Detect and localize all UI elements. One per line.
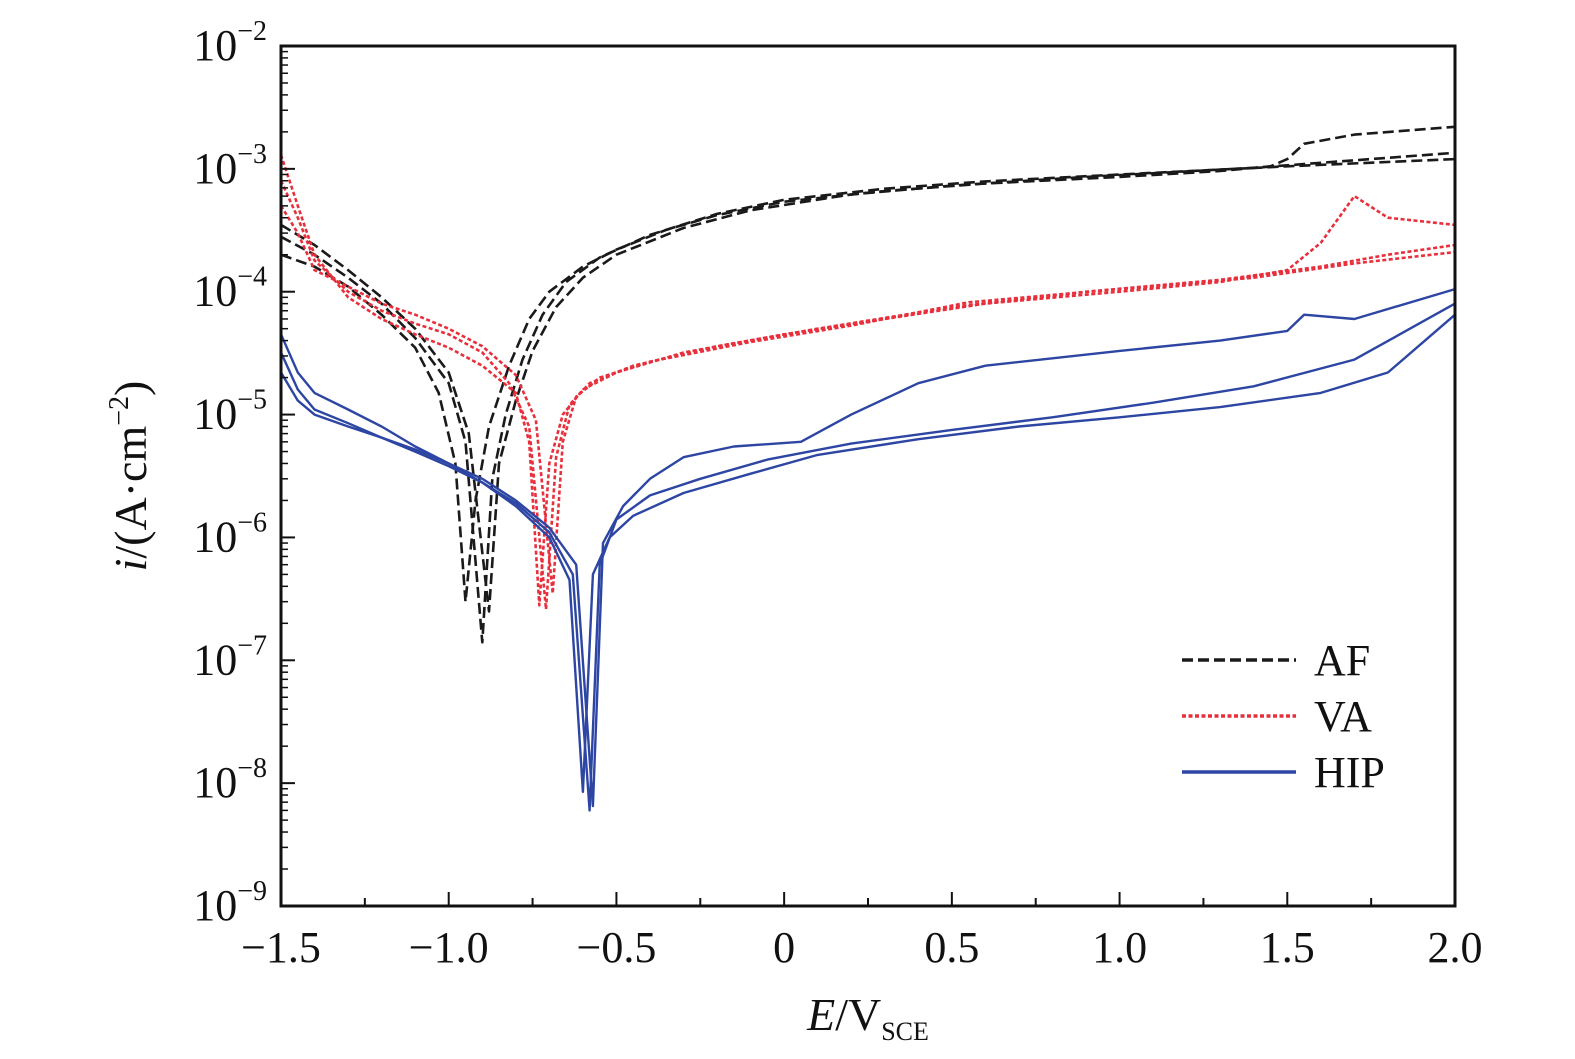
x-tick-label: 1.5 — [1260, 923, 1315, 972]
y-axis-title-superscript: −2 — [104, 396, 135, 426]
series-hip — [279, 287, 1456, 812]
ticks-layer: −1.5 −1.0 −0.5 0 0.5 1.0 1.5 2.010−210−310−410−… — [193, 16, 1482, 972]
y-tick-label-base: 10 — [193, 512, 237, 561]
legend-label-af: AF — [1314, 636, 1370, 685]
svg-text:i/(A·cm−2): i/(A·cm−2) — [104, 381, 156, 572]
y-axis-title-unit: /(A·cm — [105, 426, 156, 559]
x-axis-title-symbol: E — [806, 989, 835, 1040]
series-af-curve — [280, 151, 1456, 613]
y-tick-label-base: 10 — [193, 21, 237, 70]
y-tick-label-exponent: −8 — [237, 753, 267, 784]
x-tick-label: −1.0 — [409, 923, 489, 972]
y-tick-label-exponent: −6 — [237, 507, 267, 538]
series-hip-curve — [279, 287, 1456, 808]
series-af — [280, 125, 1456, 644]
y-tick-label-base: 10 — [193, 144, 237, 193]
legend-label-hip: HIP — [1314, 748, 1385, 797]
x-tick-label: −0.5 — [577, 923, 657, 972]
series-hip-curve — [279, 302, 1456, 812]
y-tick-label: 10−6 — [193, 507, 267, 561]
y-tick-label-exponent: −2 — [237, 16, 267, 47]
y-tick-label-exponent: −9 — [237, 876, 267, 907]
y-tick-label: 10−8 — [193, 753, 267, 807]
y-axis-title-symbol: i — [105, 559, 156, 572]
x-tick-label: −1.5 — [241, 923, 321, 972]
y-tick-label: 10−5 — [193, 385, 267, 439]
x-tick-label: 1.0 — [1092, 923, 1147, 972]
y-tick-label-base: 10 — [193, 390, 237, 439]
x-axis-title: E/VSCE — [806, 989, 929, 1046]
y-tick-label: 10−7 — [193, 630, 267, 684]
y-tick-label-exponent: −4 — [237, 262, 267, 293]
x-axis-title-unit: /V — [835, 989, 881, 1040]
series-af-curve — [280, 125, 1456, 603]
y-axis-title: i/(A·cm−2) — [104, 381, 156, 572]
y-tick-label-exponent: −7 — [237, 630, 267, 661]
y-tick-label: 10−9 — [193, 876, 267, 930]
y-tick-label: 10−4 — [193, 262, 267, 316]
series-va-curve — [279, 205, 1456, 595]
y-tick-label-exponent: −5 — [237, 385, 267, 416]
legend-label-va: VA — [1314, 692, 1372, 741]
y-tick-label-base: 10 — [193, 758, 237, 807]
y-tick-label: 10−3 — [193, 139, 267, 193]
series-hip-curve — [279, 313, 1456, 793]
y-tick-label-base: 10 — [193, 267, 237, 316]
series-af-curve — [280, 157, 1456, 644]
x-tick-label: 0 — [773, 923, 795, 972]
y-tick-label: 10−2 — [193, 16, 267, 70]
y-tick-label-exponent: −3 — [237, 139, 267, 170]
x-tick-label: 0.5 — [924, 923, 979, 972]
y-axis-title-close: ) — [105, 381, 156, 396]
y-tick-label-base: 10 — [193, 635, 237, 684]
plot-frame — [279, 44, 1457, 908]
legend: AF VA HIP — [1182, 636, 1385, 797]
curves-layer — [279, 125, 1456, 812]
x-axis-title-subscript: SCE — [881, 1017, 929, 1046]
series-va — [279, 154, 1456, 611]
x-tick-label: 2.0 — [1428, 923, 1483, 972]
y-tick-label-base: 10 — [193, 881, 237, 930]
